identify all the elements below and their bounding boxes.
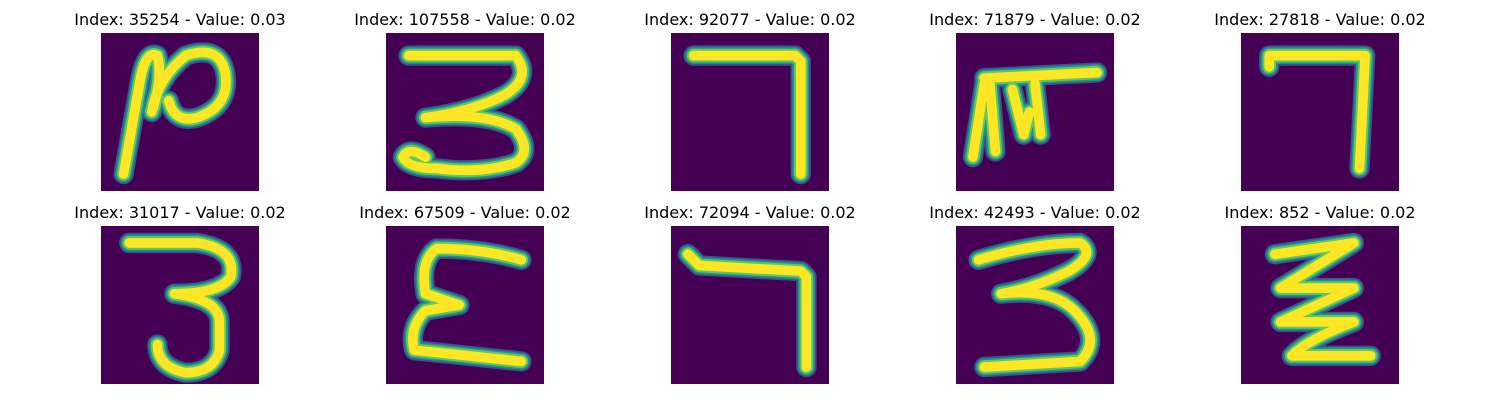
image-panel: Index: 92077 - Value: 0.02 [630,10,870,195]
digit-image [386,226,544,384]
image-panel: Index: 31017 - Value: 0.02 [60,203,300,388]
digit-image [956,33,1114,191]
digit-image [671,226,829,384]
digit-image [956,226,1114,384]
glyph-strokes [968,232,1101,378]
digit-image [671,33,829,191]
glyph-strokes [1259,45,1376,179]
panel-title: Index: 71879 - Value: 0.02 [929,10,1141,29]
panel-title: Index: 72094 - Value: 0.02 [644,203,856,222]
digit-image [1241,226,1399,384]
glyph-strokes [402,238,532,372]
panel-title: Index: 27818 - Value: 0.02 [1214,10,1426,29]
panel-title: Index: 31017 - Value: 0.02 [74,203,286,222]
panel-title: Index: 852 - Value: 0.02 [1224,203,1416,222]
glyph-strokes [119,232,242,383]
digit-image [386,33,544,191]
panel-title: Index: 35254 - Value: 0.03 [74,10,286,29]
image-panel: Index: 42493 - Value: 0.02 [915,203,1155,388]
glyph-strokes [113,42,237,185]
glyph-strokes [677,244,817,378]
glyph-strokes [962,62,1108,168]
digit-image [101,33,259,191]
image-panel: Index: 35254 - Value: 0.03 [60,10,300,195]
image-panel: Index: 107558 - Value: 0.02 [345,10,585,195]
image-panel: Index: 852 - Value: 0.02 [1200,203,1440,388]
panel-title: Index: 67509 - Value: 0.02 [359,203,571,222]
image-panel: Index: 67509 - Value: 0.02 [345,203,585,388]
image-panel: Index: 72094 - Value: 0.02 [630,203,870,388]
digit-image [101,226,259,384]
digit-image [1241,33,1399,191]
panel-title: Index: 107558 - Value: 0.02 [354,10,576,29]
glyph-strokes [683,45,811,185]
image-panel: Index: 71879 - Value: 0.02 [915,10,1155,195]
glyph-strokes [392,45,535,181]
image-panel: Index: 27818 - Value: 0.02 [1200,10,1440,195]
glyph-strokes [1264,232,1381,366]
panel-title: Index: 42493 - Value: 0.02 [929,203,1141,222]
panel-title: Index: 92077 - Value: 0.02 [644,10,856,29]
